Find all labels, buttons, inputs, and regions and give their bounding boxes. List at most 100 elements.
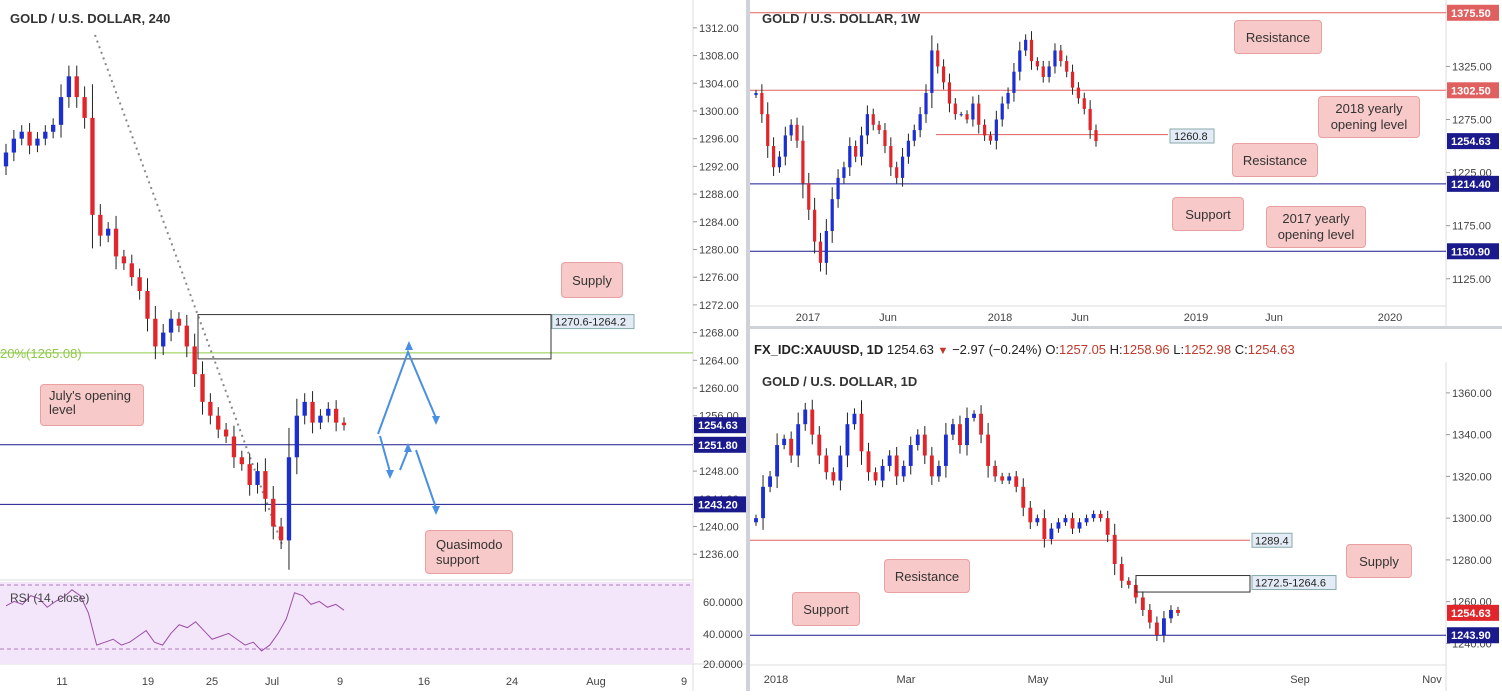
candle-body xyxy=(121,256,127,264)
candle-body xyxy=(979,413,984,435)
support-2-badge-text: 1243.20 xyxy=(698,499,738,511)
panel-divider-horizontal xyxy=(750,326,1502,329)
candle-body xyxy=(1056,522,1061,529)
candle-body xyxy=(894,455,899,477)
candle-body xyxy=(854,146,858,157)
candle-body xyxy=(930,50,934,93)
y-tick-label: 1304.00 xyxy=(699,78,739,90)
candle-body xyxy=(1053,50,1057,67)
open-label: O: xyxy=(1045,342,1060,357)
rsi-label: RSI (14, close) xyxy=(10,591,89,605)
note-resistance: Resistance xyxy=(884,559,970,593)
chart-weekly-panel[interactable]: GOLD / U.S. DOLLAR, 1W 1325.00 1275.00 122… xyxy=(750,0,1502,326)
candle-body xyxy=(208,401,213,416)
candle-body xyxy=(1012,71,1016,93)
candle-body xyxy=(341,422,347,426)
candle-body xyxy=(943,434,948,466)
resistance-label: 1289.4 xyxy=(1255,535,1289,547)
level-1260-label: 1260.8 xyxy=(1174,131,1208,143)
candle-body xyxy=(192,346,197,375)
candle-body xyxy=(972,413,976,418)
x-tick-label: 9 xyxy=(337,676,343,688)
candle-body xyxy=(1007,476,1012,481)
candle-body xyxy=(817,434,822,456)
x-tick-label: 9 xyxy=(681,676,687,688)
candle-body xyxy=(326,408,331,416)
candle-body xyxy=(1098,513,1103,519)
candle-body xyxy=(1070,518,1075,529)
candle-body xyxy=(19,131,24,139)
candle-body xyxy=(947,82,952,104)
low-label: L: xyxy=(1173,342,1185,357)
candle-body xyxy=(1140,597,1145,610)
chart-240-panel[interactable]: GOLD / U.S. DOLLAR, 240 1312.00 1308.00 13… xyxy=(0,0,746,691)
candle-body xyxy=(129,263,134,278)
x-tick-label: May xyxy=(1028,674,1049,686)
candle-body xyxy=(922,434,927,456)
note-resistance-top: Resistance xyxy=(1234,20,1322,54)
candle-body xyxy=(176,318,182,326)
x-tick-label: Jun xyxy=(1071,312,1089,324)
candle-body xyxy=(918,114,922,131)
weekly-s1-badge xyxy=(1447,175,1499,192)
x-tick-label: Mar xyxy=(897,674,916,686)
candle-body xyxy=(912,130,916,141)
candle-body xyxy=(1070,71,1075,88)
candle-body xyxy=(1082,98,1086,109)
candle-body xyxy=(43,131,48,139)
y-tick-label: 1360.00 xyxy=(1452,388,1492,400)
candle-body xyxy=(1000,103,1004,120)
candle-body xyxy=(1047,66,1051,78)
y-tick-label: 1340.00 xyxy=(1452,430,1492,442)
candle-body xyxy=(845,424,850,456)
candle-body xyxy=(873,472,878,481)
candle-body xyxy=(760,92,764,115)
candle-body xyxy=(145,291,150,319)
candle-body xyxy=(977,103,981,125)
candle-body xyxy=(1042,518,1047,540)
candle-body xyxy=(168,318,174,333)
candle-body xyxy=(1021,486,1026,508)
support-2-badge xyxy=(694,496,746,513)
candle-body xyxy=(941,66,946,83)
candle-body xyxy=(883,130,887,147)
y-tick-label: 1175.00 xyxy=(1452,221,1491,233)
candle-body xyxy=(777,156,782,168)
level-1260-badge xyxy=(1169,128,1215,144)
candle-body xyxy=(1029,39,1034,62)
candle-body xyxy=(1126,580,1131,585)
daily-support-badge-text: 1243.90 xyxy=(1451,630,1491,642)
chart-daily[interactable]: GOLD / U.S. DOLLAR, 1D 1360.00 1340.00 132… xyxy=(750,362,1502,691)
x-tick-label: 11 xyxy=(56,676,67,688)
x-tick-label: 16 xyxy=(418,676,430,688)
y-tick-label: 1275.00 xyxy=(1452,114,1492,126)
candle-body xyxy=(231,436,237,458)
candle-body xyxy=(1063,518,1068,523)
x-tick-label: Jun xyxy=(879,312,897,324)
daily-current-badge xyxy=(1447,604,1499,621)
candle-body xyxy=(866,451,871,473)
candle-body xyxy=(782,438,787,446)
candle-body xyxy=(286,457,292,541)
candle-body xyxy=(1161,618,1166,636)
candle-body xyxy=(993,465,998,477)
candle-body xyxy=(838,455,843,481)
chart-daily-panel[interactable]: GOLD / U.S. DOLLAR, 1D 1360.00 1340.00 132… xyxy=(750,362,1502,691)
candle-body xyxy=(90,117,95,215)
candle-body xyxy=(775,445,780,477)
chart-weekly[interactable]: GOLD / U.S. DOLLAR, 1W 1325.001275.00122… xyxy=(750,0,1502,326)
candle-body xyxy=(901,465,906,477)
candle-body xyxy=(1014,476,1019,487)
candle-body xyxy=(796,424,801,456)
y-tick-label: 1276.00 xyxy=(699,272,739,284)
chart-240[interactable]: GOLD / U.S. DOLLAR, 240 1312.00 1308.00 13… xyxy=(0,0,746,691)
candle-body xyxy=(887,455,892,466)
note-support: Support xyxy=(792,592,860,626)
candle-body xyxy=(137,277,142,292)
resistance-badge xyxy=(1251,532,1293,548)
candle-body xyxy=(1119,564,1124,581)
rsi-pane xyxy=(0,582,693,664)
candle-body xyxy=(333,408,339,423)
candle-body xyxy=(1035,61,1039,67)
candle-body xyxy=(824,455,829,473)
